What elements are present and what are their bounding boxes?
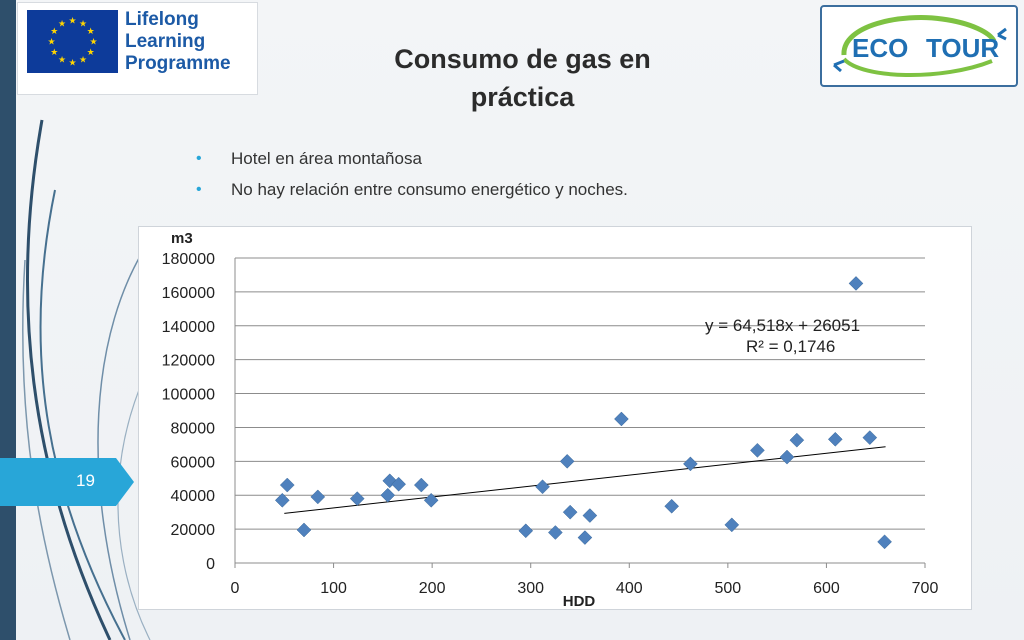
y-tick-label: 120000 [162, 353, 215, 370]
bullet-item: • No hay relación entre consumo energéti… [196, 177, 628, 208]
x-tick-label: 600 [813, 580, 840, 597]
data-point [664, 498, 680, 514]
eu-star-icon: ★ [68, 16, 76, 26]
data-point [413, 477, 429, 493]
llp-line-2: Learning [125, 31, 206, 52]
x-tick-label: 700 [912, 580, 939, 597]
data-point [562, 504, 578, 520]
data-point [848, 276, 864, 291]
data-point [391, 476, 406, 492]
bullet-item: • Hotel en área montañosa [196, 146, 628, 177]
eu-flag-icon: ★ ★ ★ ★ ★ ★ ★ ★ ★ ★ ★ ★ [27, 10, 118, 73]
bullet-dot-icon: • [196, 150, 202, 167]
x-tick-label: 200 [419, 580, 446, 597]
eu-star-icon: ★ [87, 47, 95, 57]
trendline-equation: y = 64,518x + 26051 [705, 316, 860, 335]
title-line-1: Consumo de gas en [394, 44, 651, 74]
y-tick-label: 80000 [171, 420, 216, 437]
eu-star-icon: ★ [79, 55, 87, 65]
data-point [827, 431, 843, 447]
x-tick-label: 100 [320, 580, 347, 597]
data-point [279, 477, 295, 493]
data-point [862, 430, 878, 445]
eu-star-icon: ★ [89, 37, 97, 47]
data-point [724, 517, 740, 533]
llp-line-3: Programme [125, 53, 231, 74]
eu-star-icon: ★ [79, 18, 87, 28]
bullet-text: Hotel en área montañosa [231, 149, 422, 168]
data-point [518, 523, 534, 539]
data-point [382, 473, 398, 489]
title-line-2: práctica [470, 82, 575, 112]
y-tick-label: 140000 [162, 319, 215, 336]
x-tick-label: 500 [715, 580, 742, 597]
data-point [750, 442, 765, 458]
data-point [779, 449, 795, 465]
eu-star-icon: ★ [87, 26, 95, 36]
ecotour-logo-icon: ECO TOUR [833, 15, 1007, 78]
trendline-r2: R² = 0,1746 [746, 337, 835, 356]
eu-star-icon: ★ [50, 26, 58, 36]
trendline [284, 446, 886, 514]
data-point [582, 508, 598, 523]
bullet-text: No hay relación entre consumo energético… [231, 180, 628, 199]
y-tick-label: 100000 [162, 387, 215, 404]
data-point [380, 487, 396, 503]
data-point [274, 492, 290, 508]
scatter-chart: 0 20000 40000 60000 80000 100000 120000 140000 1… [138, 226, 972, 610]
ecotour-logo: ECO TOUR [820, 5, 1018, 87]
bullet-dot-icon: • [196, 181, 202, 198]
data-point [310, 489, 326, 505]
bullet-list: • Hotel en área montañosa • No hay relac… [196, 146, 628, 208]
data-point [535, 479, 550, 495]
x-tick-label: 300 [517, 580, 544, 597]
eu-star-icon: ★ [47, 37, 55, 47]
data-point [789, 432, 805, 448]
chart-canvas: 0 20000 40000 60000 80000 100000 120000 140000 1… [162, 230, 939, 609]
y-tick-label: 40000 [171, 488, 216, 505]
y-tick-label: 20000 [171, 522, 216, 539]
data-point [296, 522, 312, 538]
svg-text:ECO: ECO [852, 33, 908, 63]
data-point [349, 491, 365, 506]
y-tick-label: 60000 [171, 454, 216, 471]
lifelong-learning-logo: ★ ★ ★ ★ ★ ★ ★ ★ ★ ★ ★ ★ Lifelong Learning Programme [17, 2, 258, 95]
llp-line-1: Lifelong [125, 9, 199, 30]
data-point [577, 530, 593, 545]
eu-star-icon: ★ [50, 47, 58, 57]
y-tick-label: 180000 [162, 251, 215, 268]
x-tick-label: 400 [616, 580, 643, 597]
data-point [559, 453, 575, 469]
eu-star-icon: ★ [58, 18, 66, 28]
eu-star-icon: ★ [58, 55, 66, 65]
data-point [877, 534, 892, 550]
x-axis-label: HDD [563, 593, 596, 609]
svg-text:TOUR: TOUR [926, 33, 999, 63]
data-point [683, 456, 698, 472]
data-point [548, 525, 563, 540]
page-number: 19 [76, 471, 95, 490]
data-point [614, 411, 629, 427]
page-number-tab [0, 458, 134, 506]
slide-title: Consumo de gas en práctica [335, 40, 710, 116]
data-point [423, 492, 439, 508]
eu-star-icon: ★ [68, 58, 76, 68]
y-axis-label: m3 [171, 230, 193, 247]
x-tick-label: 0 [231, 580, 240, 597]
y-tick-label: 0 [206, 556, 215, 573]
y-tick-label: 160000 [162, 285, 215, 302]
